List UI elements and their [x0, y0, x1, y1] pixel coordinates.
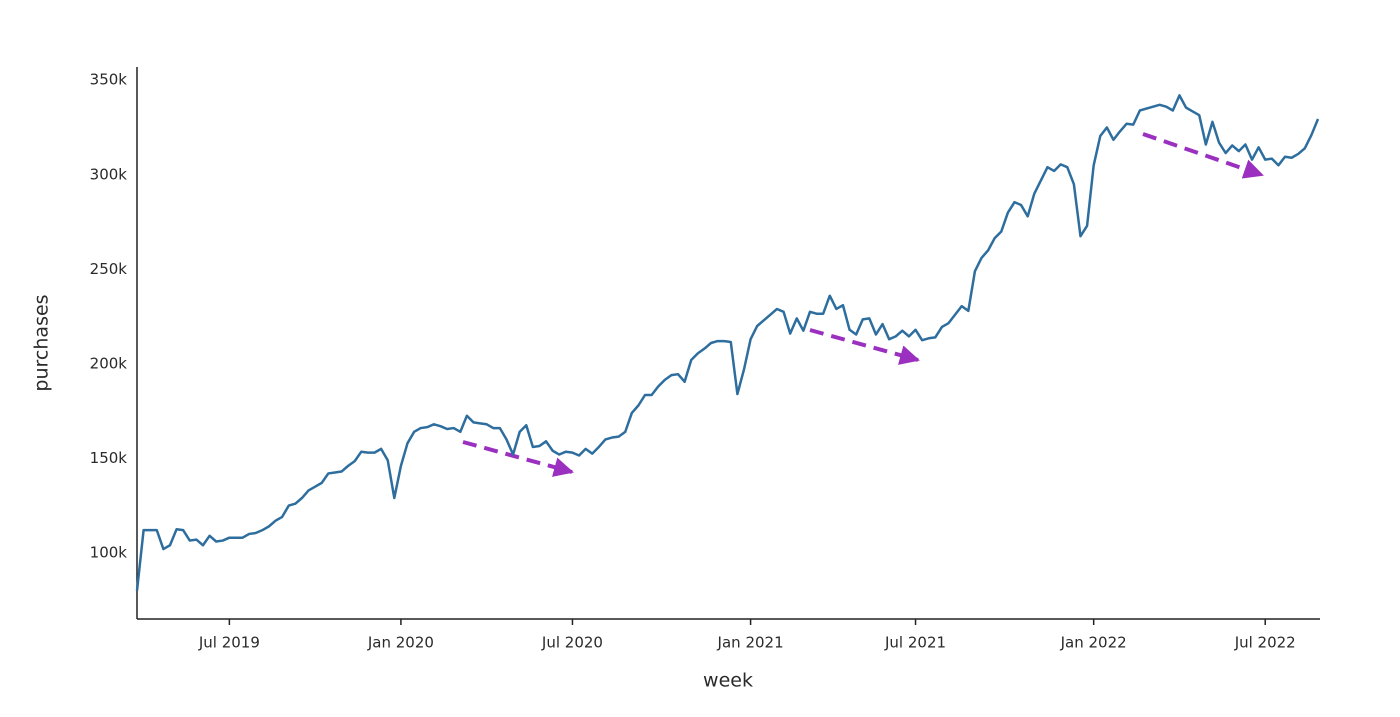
y-tick-label: 300k: [90, 165, 128, 183]
x-tick-label: Jul 2021: [884, 634, 946, 652]
y-tick-label: 150k: [90, 449, 128, 467]
x-axis-title: week: [703, 670, 753, 692]
y-tick-label: 200k: [90, 354, 128, 372]
trend-arrow: [1142, 132, 1264, 179]
x-tick-label: Jan 2022: [1060, 634, 1127, 652]
x-tick-label: Jan 2021: [717, 634, 784, 652]
x-tick-label: Jul 2022: [1234, 634, 1296, 652]
y-tick-label: 350k: [90, 71, 128, 89]
trend-arrows: [462, 132, 1264, 477]
x-tick-label: Jan 2020: [367, 634, 434, 652]
x-tick-label: Jul 2019: [198, 634, 260, 652]
trend-arrow: [809, 328, 920, 365]
y-tick-label: 250k: [90, 260, 128, 278]
x-tick-label: Jul 2020: [541, 634, 603, 652]
y-tick-label: 100k: [90, 543, 128, 561]
trend-arrow: [462, 440, 574, 477]
line-series: [135, 94, 1320, 591]
y-axis-title: purchases: [31, 294, 53, 391]
